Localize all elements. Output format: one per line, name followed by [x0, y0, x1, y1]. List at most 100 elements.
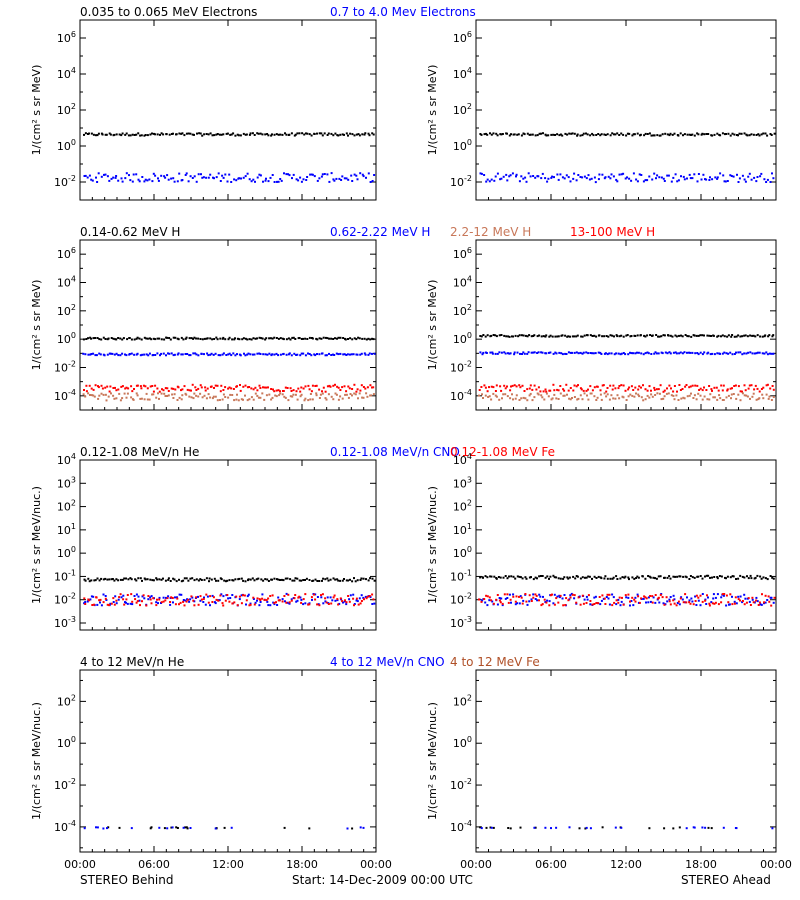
- data-point: [508, 335, 511, 338]
- data-point: [147, 598, 150, 601]
- data-point: [618, 385, 621, 387]
- data-point: [585, 602, 588, 604]
- data-point: [693, 334, 696, 337]
- data-point: [236, 353, 238, 356]
- data-point: [655, 577, 658, 580]
- data-point: [279, 337, 282, 340]
- data-point: [353, 603, 356, 605]
- data-point: [273, 601, 276, 604]
- data-point: [308, 827, 311, 830]
- data-point: [553, 603, 556, 606]
- data-point: [259, 396, 262, 399]
- data-point: [662, 177, 665, 180]
- data-point: [277, 180, 280, 183]
- data-point: [648, 396, 651, 399]
- data-point: [581, 352, 584, 355]
- data-point: [143, 398, 146, 401]
- data-point: [629, 600, 631, 603]
- data-point: [556, 335, 559, 338]
- data-point: [551, 175, 554, 178]
- data-point: [758, 351, 761, 354]
- data-point: [763, 352, 766, 355]
- data-point: [689, 602, 692, 605]
- data-point: [555, 826, 558, 829]
- y-tick-label: 10-4: [54, 819, 76, 834]
- data-point: [640, 174, 643, 176]
- data-point: [758, 390, 761, 393]
- data-point: [112, 597, 115, 600]
- data-point: [236, 337, 239, 340]
- data-point: [707, 826, 710, 829]
- data-point: [490, 575, 493, 578]
- y-tick-label: 100: [453, 735, 472, 750]
- data-point: [219, 180, 222, 182]
- data-point: [311, 398, 314, 401]
- data-point: [120, 177, 123, 180]
- data-point: [281, 393, 284, 396]
- data-point: [664, 132, 667, 135]
- data-point: [215, 133, 218, 136]
- data-point: [719, 172, 722, 175]
- data-point: [764, 601, 767, 604]
- data-point: [541, 172, 544, 175]
- data-point: [277, 354, 280, 357]
- data-point: [599, 603, 602, 606]
- data-point: [120, 596, 123, 599]
- data-point: [624, 594, 627, 597]
- data-point: [324, 397, 327, 400]
- data-point: [529, 392, 532, 395]
- y-tick-label: 104: [453, 275, 472, 290]
- data-point: [302, 579, 305, 581]
- data-point: [541, 396, 544, 399]
- data-point: [583, 392, 586, 395]
- data-point: [294, 577, 297, 580]
- data-point: [654, 601, 657, 604]
- data-point: [490, 334, 493, 337]
- data-point: [481, 599, 484, 602]
- data-point: [641, 575, 644, 578]
- data-point: [712, 593, 715, 596]
- data-point: [258, 352, 261, 355]
- data-point: [240, 602, 243, 605]
- data-point: [593, 596, 596, 599]
- data-point: [552, 602, 555, 605]
- data-point: [581, 576, 584, 579]
- data-point: [696, 384, 699, 387]
- data-point: [723, 351, 726, 354]
- data-point: [697, 575, 700, 578]
- data-point: [152, 354, 155, 356]
- data-point: [259, 601, 262, 603]
- x-tick-label: 06:00: [138, 858, 170, 871]
- data-point: [296, 599, 299, 602]
- data-point: [237, 399, 240, 402]
- data-point: [759, 575, 762, 578]
- data-point: [127, 134, 130, 137]
- data-point: [625, 134, 628, 137]
- data-point: [173, 180, 176, 183]
- data-point: [157, 177, 159, 180]
- data-point: [698, 389, 701, 391]
- y-tick-label: 104: [57, 66, 76, 81]
- series-points: [478, 392, 775, 402]
- data-point: [332, 577, 335, 580]
- data-point: [633, 395, 636, 398]
- y-tick-label: 100: [453, 331, 472, 346]
- data-point: [680, 175, 682, 178]
- data-point: [183, 134, 186, 137]
- data-point: [676, 575, 679, 578]
- data-point: [589, 603, 592, 606]
- data-point: [248, 133, 251, 136]
- data-point: [95, 354, 98, 357]
- data-point: [490, 398, 493, 401]
- data-point: [688, 386, 691, 389]
- data-point: [343, 385, 346, 388]
- data-point: [659, 593, 662, 596]
- data-point: [333, 594, 336, 597]
- data-point: [674, 351, 677, 354]
- data-point: [701, 132, 704, 135]
- data-point: [104, 338, 107, 340]
- data-point: [352, 353, 355, 356]
- data-point: [562, 577, 565, 580]
